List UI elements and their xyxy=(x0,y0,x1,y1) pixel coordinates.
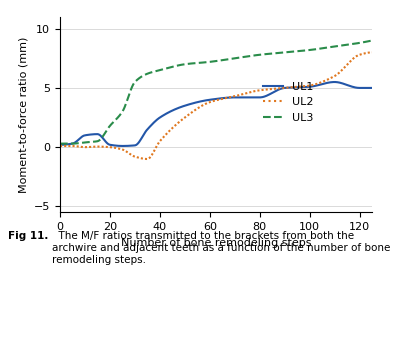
UL1 xyxy=(322,82,326,86)
UL3 xyxy=(320,46,325,50)
UL1 xyxy=(58,143,62,147)
UL1 xyxy=(59,143,64,147)
Legend: UL1, UL2, UL3: UL1, UL2, UL3 xyxy=(259,77,318,127)
UL1 xyxy=(332,80,337,84)
UL3 xyxy=(248,54,253,58)
UL2 xyxy=(58,144,62,148)
UL2 xyxy=(144,157,149,161)
Y-axis label: Moment-to-force ratio (mm): Moment-to-force ratio (mm) xyxy=(18,36,28,193)
UL2 xyxy=(244,91,249,95)
UL1 xyxy=(244,95,249,99)
Text: Fig 11.: Fig 11. xyxy=(8,231,48,241)
Line: UL1: UL1 xyxy=(60,82,372,146)
UL3 xyxy=(370,38,374,42)
Line: UL3: UL3 xyxy=(60,40,372,144)
UL2 xyxy=(59,144,64,148)
UL3 xyxy=(59,142,64,146)
UL1 xyxy=(250,95,254,99)
UL1 xyxy=(370,86,374,90)
UL3 xyxy=(340,43,345,48)
Text: The M/F ratios transmitted to the brackets from both the archwire and adjacent t: The M/F ratios transmitted to the bracke… xyxy=(52,231,390,265)
UL1 xyxy=(342,82,347,86)
UL1 xyxy=(243,95,248,99)
UL3 xyxy=(242,55,247,59)
UL2 xyxy=(250,90,254,94)
Line: UL2: UL2 xyxy=(60,52,372,159)
UL3 xyxy=(243,55,248,59)
UL2 xyxy=(322,79,326,83)
UL2 xyxy=(243,91,248,95)
UL1 xyxy=(120,144,125,148)
UL3 xyxy=(58,142,62,146)
UL2 xyxy=(342,66,346,70)
X-axis label: Number of bone remodeling steps: Number of bone remodeling steps xyxy=(121,238,311,248)
UL2 xyxy=(370,50,374,54)
